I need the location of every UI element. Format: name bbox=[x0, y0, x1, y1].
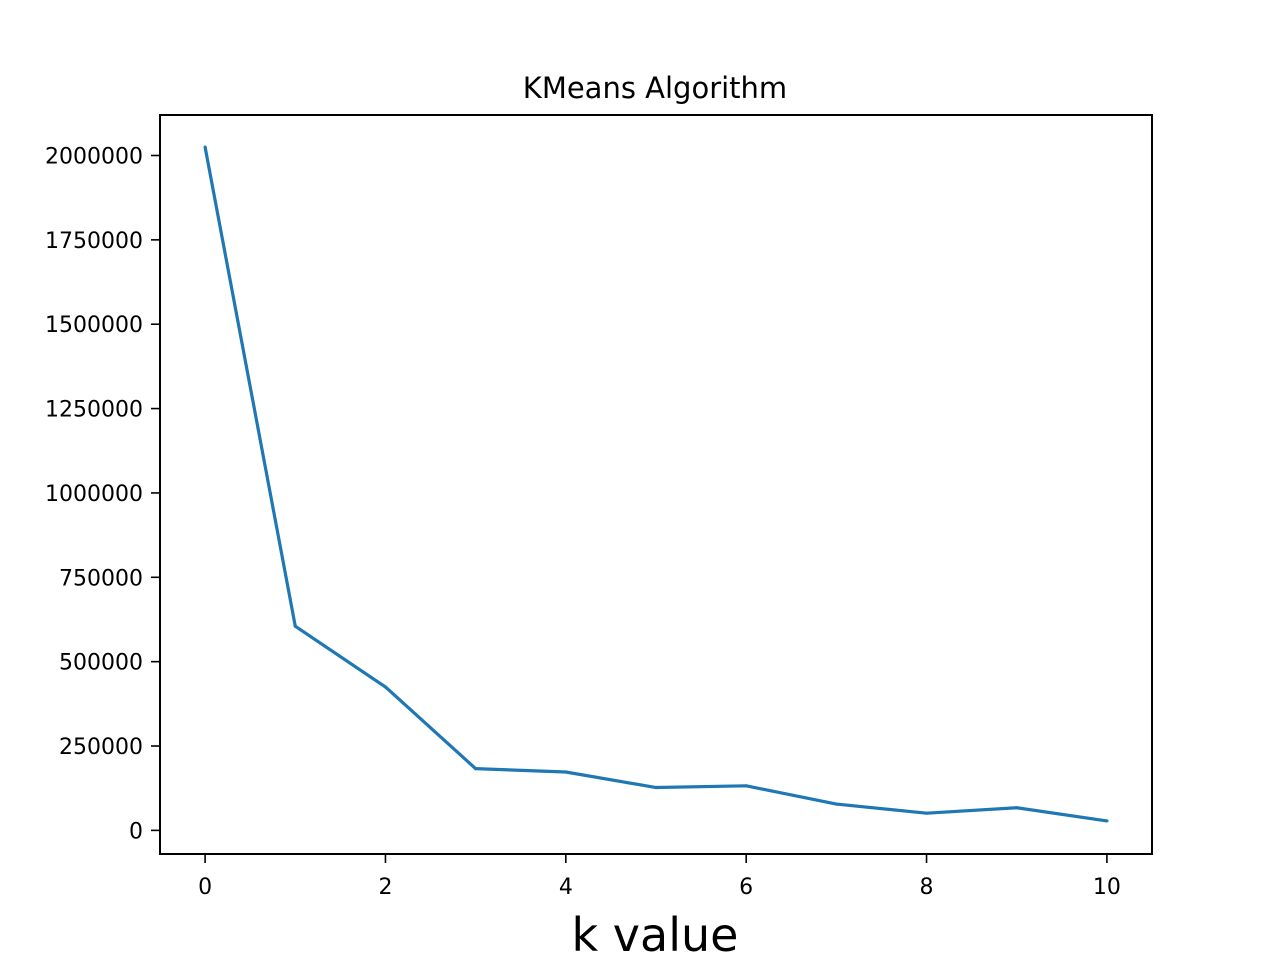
x-tick-label: 8 bbox=[920, 875, 934, 900]
y-tick-label: 1250000 bbox=[45, 398, 143, 423]
data-point bbox=[383, 685, 388, 689]
data-point bbox=[1015, 806, 1019, 810]
plot-frame bbox=[159, 114, 1153, 855]
data-point bbox=[293, 624, 297, 628]
y-tick-label: 2000000 bbox=[45, 144, 143, 169]
data-point bbox=[1105, 819, 1109, 823]
ticks-layer: 0 2 4 6 8 10 0 250000 500000 750000 1000000 1250000… bbox=[45, 144, 1121, 900]
x-tick-label: 10 bbox=[1093, 875, 1121, 900]
data-point bbox=[834, 802, 838, 806]
y-tick-label: 1750000 bbox=[45, 229, 143, 254]
y-tick-label: 1000000 bbox=[45, 482, 143, 507]
y-tick-label: 500000 bbox=[59, 651, 143, 676]
data-point bbox=[564, 770, 568, 774]
data-point bbox=[924, 811, 929, 815]
y-tick-label: 750000 bbox=[59, 566, 143, 591]
x-tick-label: 6 bbox=[739, 875, 753, 900]
chart-title: KMeans Algorithm bbox=[523, 71, 787, 105]
data-point bbox=[744, 784, 748, 788]
data-point bbox=[654, 785, 658, 790]
x-axis-label: k value bbox=[572, 908, 739, 960]
y-tick-label: 1500000 bbox=[45, 313, 143, 338]
axes-layer bbox=[159, 114, 1153, 855]
x-tick-label: 4 bbox=[559, 875, 573, 900]
y-tick-label: 0 bbox=[129, 819, 143, 844]
series-layer bbox=[203, 145, 1109, 823]
data-point bbox=[203, 145, 207, 149]
data-point bbox=[474, 767, 478, 771]
x-tick-label: 2 bbox=[378, 875, 392, 900]
x-tick-label: 0 bbox=[198, 875, 212, 900]
series-line bbox=[203, 146, 1108, 823]
y-tick-label: 250000 bbox=[59, 735, 143, 760]
